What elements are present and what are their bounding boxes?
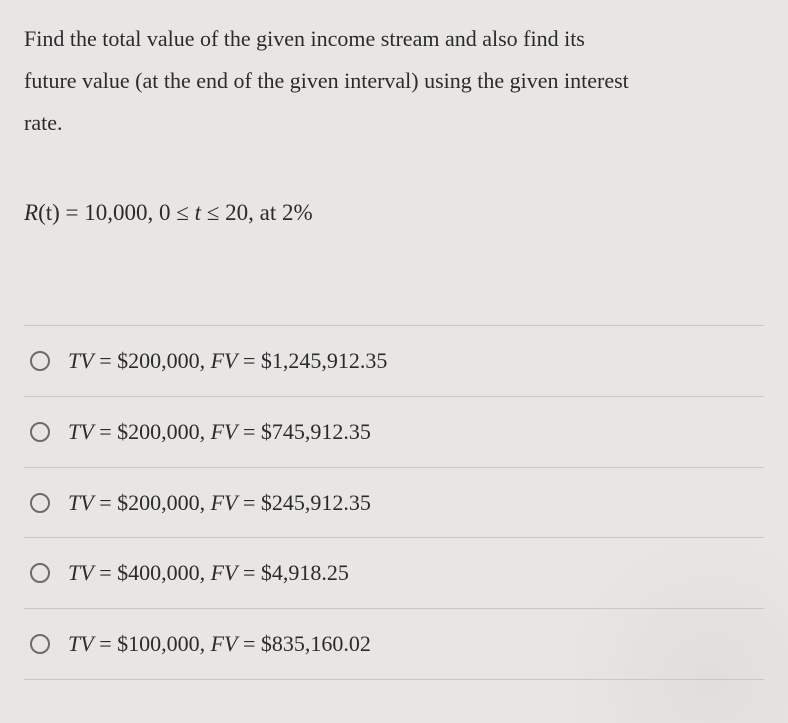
options-group: TV = $200,000, FV = $1,245,912.35 TV = $…	[24, 325, 764, 680]
option-row[interactable]: TV = $200,000, FV = $245,912.35	[24, 467, 764, 538]
fv-label: FV	[211, 348, 238, 373]
tv-value: = $100,000,	[94, 631, 211, 656]
option-text: TV = $200,000, FV = $745,912.35	[68, 411, 371, 453]
option-text: TV = $100,000, FV = $835,160.02	[68, 623, 371, 665]
tv-value: = $200,000,	[94, 348, 211, 373]
tv-value: = $200,000,	[94, 490, 211, 515]
tv-label: TV	[68, 631, 94, 656]
option-row[interactable]: TV = $100,000, FV = $835,160.02	[24, 608, 764, 680]
radio-icon[interactable]	[30, 563, 50, 583]
fv-value: = $745,912.35	[238, 419, 371, 444]
option-text: TV = $400,000, FV = $4,918.25	[68, 552, 349, 594]
prompt-line: Find the total value of the given income…	[24, 18, 764, 60]
radio-icon[interactable]	[30, 493, 50, 513]
equation: R(t) = 10,000, 0 ≤ t ≤ 20, at 2%	[24, 191, 764, 235]
option-row[interactable]: TV = $200,000, FV = $745,912.35	[24, 396, 764, 467]
equation-R: R	[24, 200, 38, 225]
tv-label: TV	[68, 490, 94, 515]
fv-label: FV	[211, 490, 238, 515]
equation-eq: = 10,000, 0 ≤	[60, 200, 195, 225]
fv-value: = $4,918.25	[238, 560, 349, 585]
fv-label: FV	[211, 631, 238, 656]
option-row[interactable]: TV = $400,000, FV = $4,918.25	[24, 537, 764, 608]
fv-value: = $1,245,912.35	[238, 348, 388, 373]
tv-label: TV	[68, 348, 94, 373]
tv-value: = $400,000,	[94, 560, 211, 585]
fv-value: = $835,160.02	[238, 631, 371, 656]
radio-icon[interactable]	[30, 634, 50, 654]
equation-t-open: (t)	[38, 200, 60, 225]
question-prompt: Find the total value of the given income…	[24, 18, 764, 143]
option-text: TV = $200,000, FV = $1,245,912.35	[68, 340, 387, 382]
radio-icon[interactable]	[30, 351, 50, 371]
fv-value: = $245,912.35	[238, 490, 371, 515]
fv-label: FV	[211, 419, 238, 444]
tv-label: TV	[68, 419, 94, 444]
tv-label: TV	[68, 560, 94, 585]
tv-value: = $200,000,	[94, 419, 211, 444]
equation-rest: ≤ 20, at 2%	[201, 200, 313, 225]
prompt-line: rate.	[24, 102, 764, 144]
radio-icon[interactable]	[30, 422, 50, 442]
prompt-line: future value (at the end of the given in…	[24, 60, 764, 102]
option-row[interactable]: TV = $200,000, FV = $1,245,912.35	[24, 325, 764, 396]
option-text: TV = $200,000, FV = $245,912.35	[68, 482, 371, 524]
fv-label: FV	[211, 560, 238, 585]
